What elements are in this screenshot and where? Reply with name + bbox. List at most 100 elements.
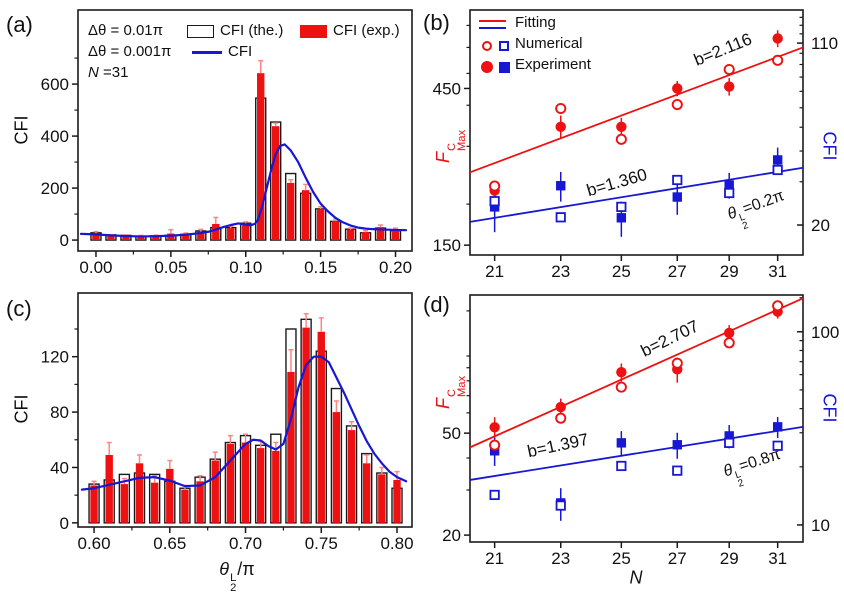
experiment-circle-marker — [489, 422, 500, 433]
x-tick-label: 25 — [612, 549, 631, 568]
experiment-square-marker — [489, 202, 500, 212]
bar-exp — [227, 228, 235, 241]
panel-label-d: (d) — [423, 292, 450, 317]
experiment-square-marker — [724, 431, 734, 441]
experiment-square-marker — [772, 422, 783, 432]
bar-exp — [105, 455, 113, 523]
experiment-square-marker — [772, 155, 783, 165]
bar-exp — [212, 223, 220, 241]
numerical-square-marker — [724, 187, 735, 199]
legend-b-filled-circle-icon — [481, 61, 493, 73]
panel-label-a: (a) — [6, 12, 33, 37]
ylabel-b-left: F C Max — [433, 129, 468, 163]
bar-exp — [167, 233, 175, 241]
bar-exp — [301, 190, 310, 241]
bar-exp — [92, 233, 100, 241]
legend-a-line-swatch — [192, 51, 222, 54]
panel-label-b: (b) — [423, 10, 450, 35]
legend-b-fitting-label: Fitting — [515, 14, 556, 31]
numerical-square-marker — [672, 174, 683, 186]
bar-exp — [257, 73, 265, 241]
text-segment: /π — [237, 558, 255, 579]
numerical-square-marker — [772, 164, 783, 176]
legend-b-blue-fit-swatch — [479, 27, 506, 30]
numerical-circle-marker — [723, 63, 735, 76]
experiment-square-marker — [724, 180, 734, 190]
bar-exp — [346, 229, 355, 241]
x-tick-label: 0.60 — [78, 534, 111, 553]
legend-b-filled-square-icon — [499, 62, 510, 73]
text-segment: =31 — [98, 64, 129, 81]
text-segment: N — [88, 64, 99, 81]
left-axis-tick-label: 150 — [433, 236, 461, 255]
blue-fit-line — [469, 425, 804, 481]
experiment-circle-marker — [672, 83, 683, 94]
numerical-square-marker — [772, 440, 783, 451]
x-tick-label: 0.15 — [304, 258, 337, 277]
sup-sub: C Max — [445, 129, 468, 152]
panel-frame-d — [469, 294, 804, 543]
bar-exp — [393, 479, 401, 523]
xlabel-c: θ L 2/π — [219, 558, 255, 594]
numerical-square-marker — [672, 465, 683, 476]
y-tick-label: 40 — [50, 458, 69, 477]
x-tick-label: 0.75 — [305, 534, 338, 553]
left-axis-tick-label: 50 — [442, 424, 461, 443]
x-tick-label: 25 — [612, 262, 631, 281]
bar-exp — [181, 489, 189, 523]
blue-fit-line — [469, 166, 804, 223]
legend-b-numerical-label: Numerical — [515, 35, 583, 52]
bar-exp — [347, 430, 356, 523]
legend-a-dtheta-1: Δθ = 0.01π — [88, 22, 163, 39]
legend-b-open-circle-icon — [482, 41, 492, 51]
experiment-circle-marker — [616, 366, 627, 378]
right-axis-tick-label: 10 — [811, 516, 830, 535]
numerical-square-marker — [616, 460, 627, 472]
experiment-circle-marker — [555, 121, 566, 132]
numerical-square-marker — [616, 201, 627, 212]
cfi-curve — [79, 143, 408, 238]
experiment-square-marker — [616, 438, 627, 448]
text-segment: F — [432, 398, 453, 410]
bar-exp — [137, 236, 145, 241]
bar-exp — [361, 232, 370, 241]
ylabel-b-right: CFI — [819, 131, 840, 161]
bar-exp — [107, 235, 115, 241]
numerical-circle-marker — [723, 337, 735, 349]
panel-label-c: (c) — [6, 296, 32, 321]
x-tick-label: 29 — [720, 262, 739, 281]
x-tick-label: 0.05 — [154, 258, 187, 277]
y-tick-label: 80 — [50, 403, 69, 422]
numerical-square-marker — [489, 196, 500, 207]
y-tick-label: 0 — [60, 514, 69, 533]
numerical-circle-marker — [671, 357, 683, 369]
bar-exp — [152, 236, 160, 241]
y-tick-label: 200 — [41, 179, 69, 198]
bar-exp — [378, 474, 386, 523]
bar-exp — [316, 208, 325, 241]
legend-b-experiment-label: Experiment — [515, 56, 591, 73]
numerical-circle-marker — [772, 54, 784, 66]
x-tick-label: 29 — [720, 549, 739, 568]
left-axis-tick-label: 20 — [442, 526, 461, 545]
x-tick-label: 31 — [768, 549, 787, 568]
x-tick-label: 27 — [668, 549, 687, 568]
right-axis-tick-label: 110 — [811, 34, 838, 53]
xlabel-d: N — [629, 567, 643, 588]
bar-exp — [135, 463, 144, 523]
red-fit-line — [469, 297, 804, 449]
numerical-circle-marker — [615, 133, 627, 145]
numerical-circle-marker — [555, 102, 567, 115]
legend-a-dtheta-2: Δθ = 0.001π — [88, 43, 172, 60]
red-fit-line — [469, 46, 804, 174]
bar-exp — [287, 371, 295, 523]
bar-exp — [302, 327, 310, 523]
legend-b-open-square-icon — [499, 41, 509, 51]
bar-exp — [197, 231, 205, 241]
experiment-square-marker — [672, 440, 682, 450]
numerical-square-marker — [724, 437, 735, 448]
legend-a-exp-label: CFI (exp.) — [333, 22, 400, 39]
experiment-circle-marker — [772, 33, 783, 44]
numerical-circle-marker — [671, 98, 683, 111]
